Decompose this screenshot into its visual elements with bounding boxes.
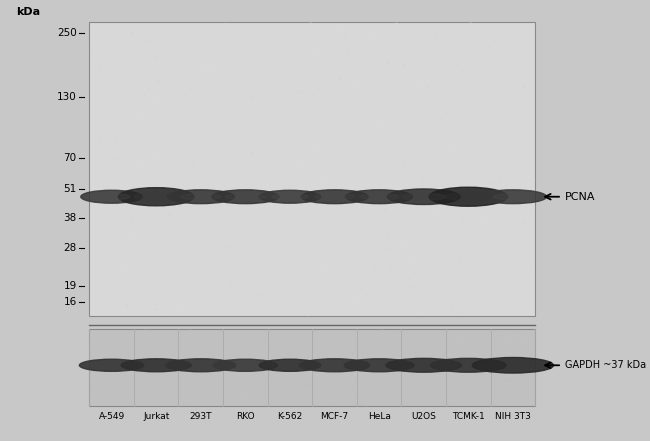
Text: 19: 19 [63, 280, 77, 291]
Text: PCNA: PCNA [565, 192, 595, 202]
Text: TCMK-1: TCMK-1 [452, 411, 485, 421]
Ellipse shape [134, 193, 179, 201]
Ellipse shape [344, 359, 414, 372]
Ellipse shape [259, 190, 321, 203]
Ellipse shape [212, 190, 279, 204]
Text: 293T: 293T [190, 411, 212, 421]
Ellipse shape [259, 359, 321, 371]
Text: 16: 16 [63, 298, 77, 307]
Ellipse shape [402, 193, 445, 200]
Bar [89, 329, 535, 406]
Ellipse shape [301, 190, 368, 204]
Ellipse shape [315, 194, 354, 200]
Ellipse shape [387, 189, 460, 205]
Text: GAPDH ~37 kDa: GAPDH ~37 kDa [565, 360, 646, 370]
Bar [89, 22, 535, 316]
Text: RKO: RKO [236, 411, 255, 421]
Ellipse shape [479, 190, 547, 204]
Ellipse shape [213, 359, 278, 371]
Ellipse shape [429, 187, 508, 206]
Ellipse shape [118, 188, 194, 206]
Text: 51: 51 [63, 184, 77, 194]
Ellipse shape [300, 359, 370, 372]
Ellipse shape [430, 359, 506, 372]
Ellipse shape [226, 194, 265, 200]
Text: Jurkat: Jurkat [143, 411, 170, 421]
Ellipse shape [359, 194, 399, 200]
Ellipse shape [272, 194, 308, 200]
Ellipse shape [167, 190, 235, 204]
Ellipse shape [166, 359, 236, 372]
Ellipse shape [81, 190, 142, 203]
Ellipse shape [493, 194, 533, 200]
Text: 28: 28 [63, 243, 77, 253]
Ellipse shape [79, 359, 144, 371]
Ellipse shape [121, 359, 191, 372]
Text: HeLa: HeLa [368, 411, 391, 421]
Ellipse shape [94, 194, 130, 200]
Ellipse shape [445, 192, 491, 201]
Text: 130: 130 [57, 92, 77, 102]
Text: A-549: A-549 [99, 411, 125, 421]
Text: 70: 70 [64, 153, 77, 163]
Ellipse shape [346, 190, 413, 204]
Text: K-562: K-562 [278, 411, 303, 421]
Ellipse shape [473, 358, 554, 373]
Ellipse shape [386, 359, 461, 372]
Text: 38: 38 [63, 213, 77, 223]
Text: kDa: kDa [16, 7, 40, 17]
Text: U2OS: U2OS [411, 411, 436, 421]
Text: NIH 3T3: NIH 3T3 [495, 411, 531, 421]
Text: MCF-7: MCF-7 [320, 411, 348, 421]
Text: 250: 250 [57, 28, 77, 38]
Ellipse shape [181, 194, 220, 200]
